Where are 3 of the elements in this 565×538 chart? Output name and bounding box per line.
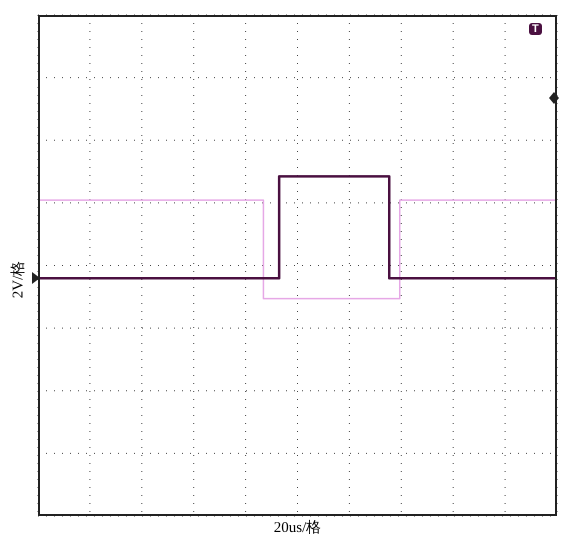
y-axis-title: 2V/格 bbox=[9, 259, 28, 300]
text: T bbox=[529, 23, 542, 35]
x-axis-title: 20us/格 bbox=[272, 518, 322, 537]
